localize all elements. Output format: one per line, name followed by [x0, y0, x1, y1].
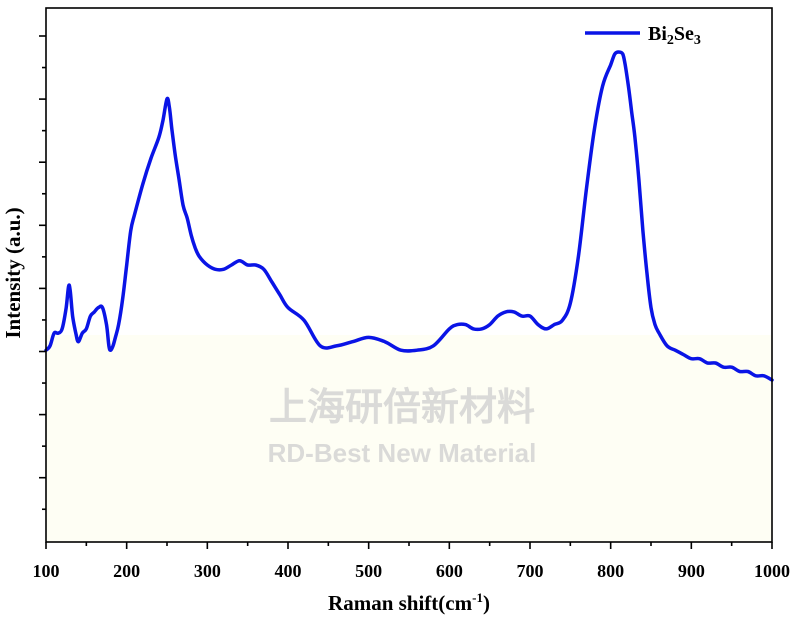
lower-background-band	[46, 335, 772, 542]
y-axis-ticks	[39, 35, 46, 511]
x-tick-label: 1000	[754, 561, 790, 581]
watermark-chinese: 上海研倍新材料	[269, 385, 535, 429]
y-axis-label: Intensity (a.u.)	[1, 207, 25, 338]
x-tick-label: 400	[275, 561, 302, 581]
watermark: 上海研倍新材料 RD-Best New Material	[268, 385, 537, 468]
x-tick-label: 600	[436, 561, 463, 581]
x-tick-label: 700	[517, 561, 544, 581]
x-tick-label: 900	[678, 561, 705, 581]
x-axis-tick-labels: 100 200 300 400 500 600 700 800 900 1000	[33, 561, 791, 581]
x-tick-label: 300	[194, 561, 221, 581]
legend: Bi2Se3	[585, 23, 701, 48]
x-tick-label: 200	[113, 561, 140, 581]
series-line-bi2se3	[44, 50, 774, 382]
x-axis-label: Raman shift(cm-1)	[328, 590, 490, 615]
legend-label-bi2se3: Bi2Se3	[648, 23, 701, 48]
x-tick-label: 100	[33, 561, 60, 581]
watermark-english: RD-Best New Material	[268, 438, 537, 468]
x-tick-label: 500	[355, 561, 382, 581]
x-axis-ticks	[45, 542, 773, 549]
x-tick-label: 800	[597, 561, 624, 581]
